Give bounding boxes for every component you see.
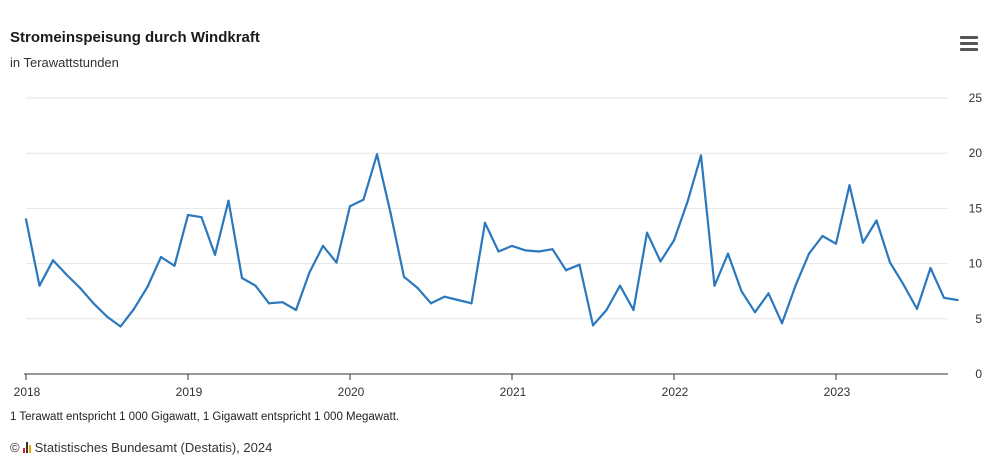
data-point xyxy=(200,216,203,219)
data-point xyxy=(105,315,109,318)
data-point xyxy=(213,253,217,256)
line-chart: 0 5 10 15 20 25 2018 2019 2020 2021 2022 2023 xyxy=(14,91,983,399)
data-point xyxy=(942,296,946,299)
data-point xyxy=(429,302,433,305)
destatis-logo-icon xyxy=(22,442,31,453)
series-layer xyxy=(24,153,959,328)
data-point xyxy=(321,244,325,248)
data-point xyxy=(470,302,473,305)
data-point xyxy=(240,276,244,280)
x-axis: 2018 2019 2020 2021 2022 2023 xyxy=(14,373,948,399)
data-point xyxy=(402,275,406,278)
data-point xyxy=(173,264,176,267)
data-point xyxy=(915,307,919,310)
data-point xyxy=(794,284,797,287)
data-point xyxy=(308,271,311,274)
data-point xyxy=(861,241,865,244)
data-point xyxy=(38,284,41,287)
x-tick-label: 2019 xyxy=(176,385,203,399)
data-point xyxy=(281,301,284,304)
data-point xyxy=(564,269,568,272)
x-tick-label: 2020 xyxy=(338,385,365,399)
data-point xyxy=(24,218,28,221)
data-point xyxy=(294,308,298,312)
data-point xyxy=(807,252,811,255)
x-tick-label: 2023 xyxy=(824,385,851,399)
source-text: Statistisches Bundesamt (Destatis), 2024 xyxy=(34,440,273,455)
data-point xyxy=(686,200,689,203)
data-point xyxy=(659,260,662,263)
data-point xyxy=(227,199,230,202)
data-point xyxy=(699,154,703,157)
data-point xyxy=(132,307,136,310)
data-point xyxy=(780,322,784,325)
data-point xyxy=(726,252,730,255)
data-point xyxy=(888,261,892,264)
data-point xyxy=(497,250,500,253)
x-tick-label: 2021 xyxy=(500,385,527,399)
data-point xyxy=(375,153,379,156)
data-point xyxy=(618,284,622,287)
data-point xyxy=(186,213,190,217)
data-point xyxy=(92,302,95,305)
data-point xyxy=(740,290,743,293)
source-credit[interactable]: © Statistisches Bundesamt (Destatis), 20… xyxy=(10,440,272,455)
data-point xyxy=(51,259,55,262)
hamburger-menu-icon[interactable] xyxy=(958,36,982,56)
data-point xyxy=(416,286,419,289)
y-tick-label: 10 xyxy=(969,257,983,271)
y-tick-label: 15 xyxy=(969,201,983,215)
data-point xyxy=(767,292,770,295)
footnote: 1 Terawatt entspricht 1 000 Gigawatt, 1 … xyxy=(10,411,400,423)
data-point xyxy=(443,295,446,298)
data-point xyxy=(632,308,635,312)
data-point xyxy=(146,285,149,288)
data-point xyxy=(834,242,838,245)
y-tick-label: 0 xyxy=(975,367,982,381)
data-point xyxy=(254,284,257,287)
data-point xyxy=(753,311,757,314)
data-point xyxy=(389,211,392,214)
data-point xyxy=(956,298,959,302)
chart-subtitle: in Terawattstunden xyxy=(10,55,119,70)
data-point xyxy=(848,184,851,187)
data-point xyxy=(119,325,122,328)
x-tick-label: 2022 xyxy=(662,385,689,399)
x-tick-label: 2018 xyxy=(14,385,41,399)
data-point xyxy=(335,261,338,264)
data-point xyxy=(78,286,82,289)
data-point xyxy=(456,298,460,302)
series-line xyxy=(24,153,959,328)
data-point xyxy=(348,205,352,208)
data-point xyxy=(524,249,527,252)
data-point xyxy=(551,248,554,251)
data-point xyxy=(578,263,581,266)
chart-title: Stromeinspeisung durch Windkraft xyxy=(10,29,260,46)
data-point xyxy=(510,244,514,248)
gridlines xyxy=(26,97,948,320)
data-point xyxy=(645,231,649,234)
data-point xyxy=(65,273,68,276)
y-tick-label: 5 xyxy=(975,312,982,326)
data-point xyxy=(591,324,595,327)
copyright-symbol: © xyxy=(10,440,20,455)
data-point xyxy=(537,250,541,253)
data-point xyxy=(362,198,365,201)
data-point xyxy=(929,266,932,270)
data-point xyxy=(875,219,878,222)
data-point xyxy=(605,308,608,312)
y-tick-label: 20 xyxy=(969,146,983,160)
data-point xyxy=(483,221,487,224)
data-point xyxy=(672,239,676,242)
y-axis: 0 5 10 15 20 25 xyxy=(969,91,983,381)
data-point xyxy=(821,234,824,238)
data-point xyxy=(267,302,271,305)
data-point xyxy=(159,255,163,259)
y-tick-label: 25 xyxy=(969,91,983,105)
data-point xyxy=(713,284,716,287)
data-point xyxy=(902,283,905,286)
